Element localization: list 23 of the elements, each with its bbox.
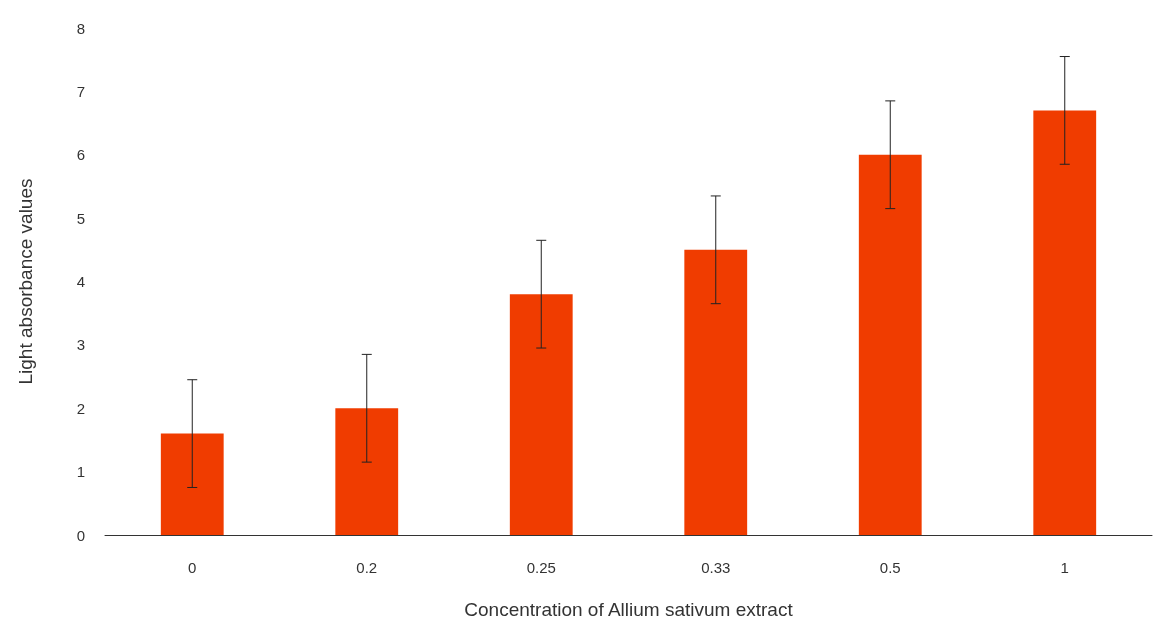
y-tick-label: 1 — [76, 463, 85, 481]
x-tick-label: 0.2 — [356, 559, 378, 576]
bar — [684, 249, 748, 535]
y-tick-label: 4 — [76, 273, 85, 290]
y-tick-label: 3 — [76, 336, 85, 354]
y-tick-label: 2 — [76, 399, 85, 417]
bar — [160, 433, 224, 535]
bar — [858, 154, 922, 535]
x-tick-label: 0.33 — [701, 559, 731, 576]
bar — [335, 408, 399, 535]
y-tick-label: 7 — [76, 82, 85, 100]
y-axis-title: Light absorbance values — [15, 178, 36, 385]
x-tick-label: 1 — [1060, 559, 1069, 576]
x-tick-label: 0.25 — [526, 559, 556, 576]
x-tick-label: 0 — [188, 559, 197, 576]
bar — [509, 294, 573, 535]
y-tick-label: 8 — [76, 19, 85, 37]
bar — [1033, 110, 1097, 535]
y-tick-label: 5 — [76, 209, 85, 227]
x-axis-title: Concentration of Allium sativum extract — [464, 599, 794, 620]
y-tick-label: 6 — [76, 146, 85, 164]
x-tick-label: 0.5 — [879, 559, 901, 576]
y-tick-label: 0 — [76, 526, 85, 544]
